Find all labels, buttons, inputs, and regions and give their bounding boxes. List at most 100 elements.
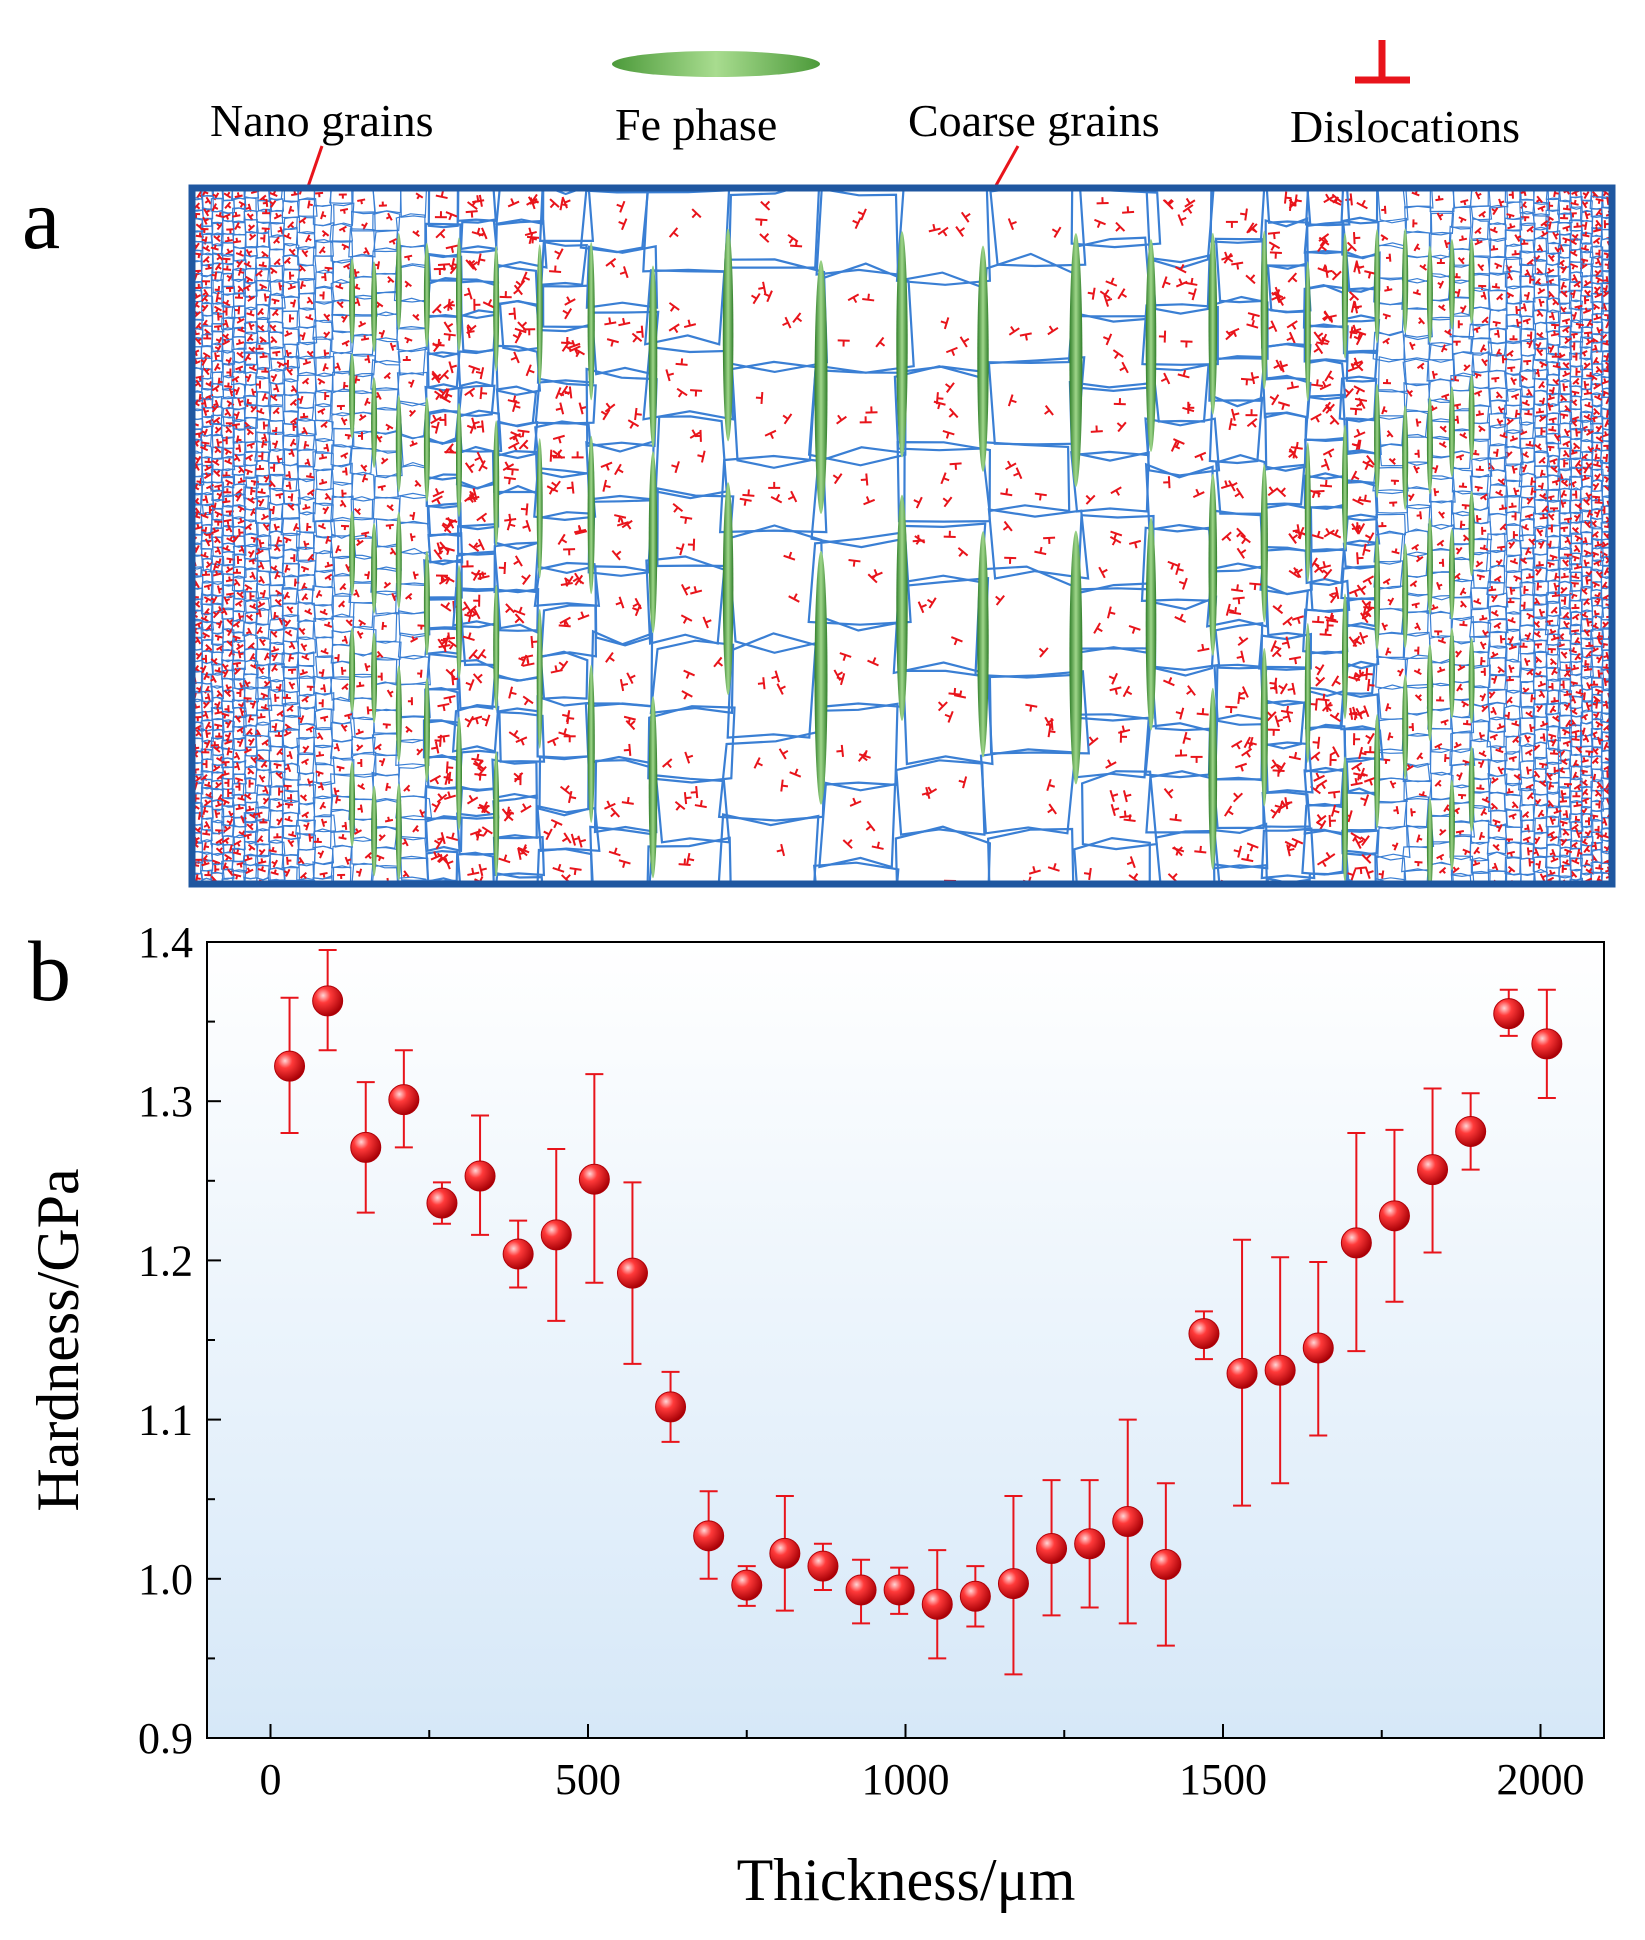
dislocation-mark: [318, 453, 328, 460]
dislocation-mark: [383, 372, 391, 380]
dislocation-mark: [259, 589, 266, 599]
dislocation-mark: [202, 631, 211, 639]
dislocation-mark: [259, 336, 267, 344]
dislocation-mark: [221, 669, 229, 678]
dislocation-mark: [201, 654, 208, 663]
dislocation-mark: [417, 624, 426, 630]
dislocation-mark: [236, 738, 244, 748]
fe-phase-lamella: [423, 242, 430, 348]
dislocation-mark: [222, 471, 231, 477]
dislocation-mark: [205, 721, 212, 730]
x-tick-label: 2000: [1497, 1755, 1585, 1804]
dislocation-mark: [275, 492, 284, 499]
dislocation-mark: [258, 774, 266, 783]
fe-phase-lamella: [1468, 374, 1475, 461]
dislocation-mark: [508, 686, 517, 699]
dislocation-mark: [201, 748, 210, 754]
dislocation-mark: [403, 784, 411, 792]
grain-boundary: [579, 189, 650, 254]
dislocation-mark: [1278, 909, 1291, 917]
dislocation-mark: [271, 440, 279, 449]
microstructure-grains: [192, 188, 1612, 917]
dislocation-mark: [435, 228, 446, 239]
grain-boundary: [536, 847, 594, 884]
dislocation-mark: [287, 839, 295, 848]
data-point: [959, 1580, 991, 1612]
dislocation-mark: [200, 512, 209, 519]
dislocation-mark: [353, 508, 361, 516]
grain-boundary: [329, 222, 354, 242]
dislocation-mark: [461, 560, 474, 568]
dislocation-mark: [357, 804, 364, 813]
fe-phase-lamella: [1069, 233, 1083, 487]
dislocation-mark: [513, 555, 523, 567]
dislocation-mark: [203, 334, 212, 340]
fe-phase-lamella: [1342, 593, 1348, 720]
fe-phase-lamella: [423, 677, 430, 783]
dislocation-mark: [250, 756, 258, 764]
dislocation-mark: [212, 416, 221, 424]
dislocation-mark: [1286, 895, 1294, 908]
dislocation-mark: [468, 364, 481, 374]
dislocation-mark: [303, 822, 310, 831]
dislocation-mark: [464, 610, 473, 623]
grain-boundary: [373, 229, 399, 251]
dislocation-mark: [225, 566, 234, 574]
dislocation-mark: [211, 527, 220, 535]
dislocation-mark: [408, 379, 415, 388]
x-axis-label: Thickness/μm: [737, 1847, 1076, 1913]
dislocation-mark: [276, 455, 283, 464]
dislocation-mark: [270, 336, 278, 344]
dislocation-mark: [244, 855, 253, 862]
dislocation-mark: [324, 492, 332, 501]
dislocation-mark: [224, 382, 233, 389]
dislocation-mark: [543, 828, 553, 841]
dislocation-mark: [257, 713, 266, 719]
dislocation-mark: [301, 811, 310, 819]
grain-boundary: [349, 445, 374, 476]
dislocation-mark: [201, 304, 209, 312]
dislocation-mark: [285, 349, 292, 359]
dislocation-mark: [283, 868, 291, 877]
dislocation-mark: [243, 260, 252, 268]
fe-phase-lamella: [395, 233, 402, 330]
dislocation-mark: [355, 868, 363, 877]
dislocation-mark: [631, 332, 643, 343]
dislocation-mark: [445, 668, 456, 679]
data-point: [883, 1574, 915, 1606]
dislocation-mark: [258, 452, 264, 461]
dislocation-mark: [338, 193, 347, 199]
dislocation-mark: [222, 497, 231, 504]
dislocation-mark: [301, 695, 310, 703]
dislocation-mark: [245, 614, 254, 622]
dislocation-mark: [273, 236, 281, 244]
dislocation-mark: [263, 680, 271, 688]
dislocation-mark: [246, 334, 254, 342]
grain-boundary: [245, 476, 259, 490]
dislocation-mark: [386, 689, 394, 698]
dislocation-mark: [221, 798, 230, 806]
dislocation-mark: [223, 825, 232, 833]
dislocation-mark: [200, 227, 209, 234]
dislocation-mark: [214, 667, 223, 674]
dislocation-mark: [248, 322, 255, 331]
dislocation-mark: [319, 608, 328, 616]
dislocation-mark: [270, 565, 279, 572]
dislocation-mark: [256, 835, 264, 843]
grain-boundary: [283, 355, 301, 369]
dislocation-mark: [378, 757, 386, 767]
dislocation-mark: [232, 237, 242, 244]
dislocation-mark: [214, 510, 223, 518]
dislocation-mark: [210, 596, 218, 605]
dislocation-mark: [473, 760, 484, 770]
grain-boundary: [211, 842, 225, 856]
dislocation-mark: [214, 809, 221, 819]
dislocation-mark: [502, 461, 515, 471]
dislocation-mark: [337, 873, 346, 880]
dislocation-mark: [431, 801, 441, 813]
dislocation-mark: [222, 436, 228, 445]
fe-phase-lamella: [536, 244, 543, 385]
dislocation-mark: [203, 583, 213, 591]
dislocation-mark: [571, 451, 584, 459]
grain-boundary: [297, 879, 316, 884]
